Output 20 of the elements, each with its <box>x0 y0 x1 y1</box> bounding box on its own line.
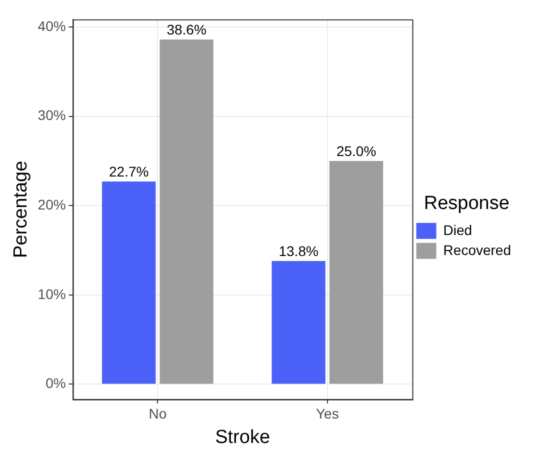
x-axis-title: Stroke <box>215 426 270 448</box>
y-tick-label: 10% <box>38 286 66 302</box>
x-tick-label: Yes <box>316 406 339 422</box>
legend-title: Response <box>424 192 510 214</box>
y-tick-label: 30% <box>38 107 66 124</box>
y-tick-label: 40% <box>38 18 66 34</box>
data-label: 38.6% <box>166 21 206 38</box>
y-tick-label: 0% <box>46 375 66 392</box>
data-label: 13.8% <box>278 242 318 259</box>
bar <box>272 260 326 384</box>
y-tick-label: 20% <box>38 196 66 212</box>
x-tick-label: No <box>148 406 167 422</box>
bar <box>102 181 156 384</box>
data-label: 22.7% <box>108 163 149 180</box>
data-label: 25.0% <box>336 142 376 159</box>
legend-label: Died <box>443 222 472 238</box>
bar <box>329 160 384 384</box>
y-axis-title: Percentage <box>10 160 32 258</box>
bar <box>160 39 214 384</box>
legend-label: Recovered <box>443 242 511 258</box>
